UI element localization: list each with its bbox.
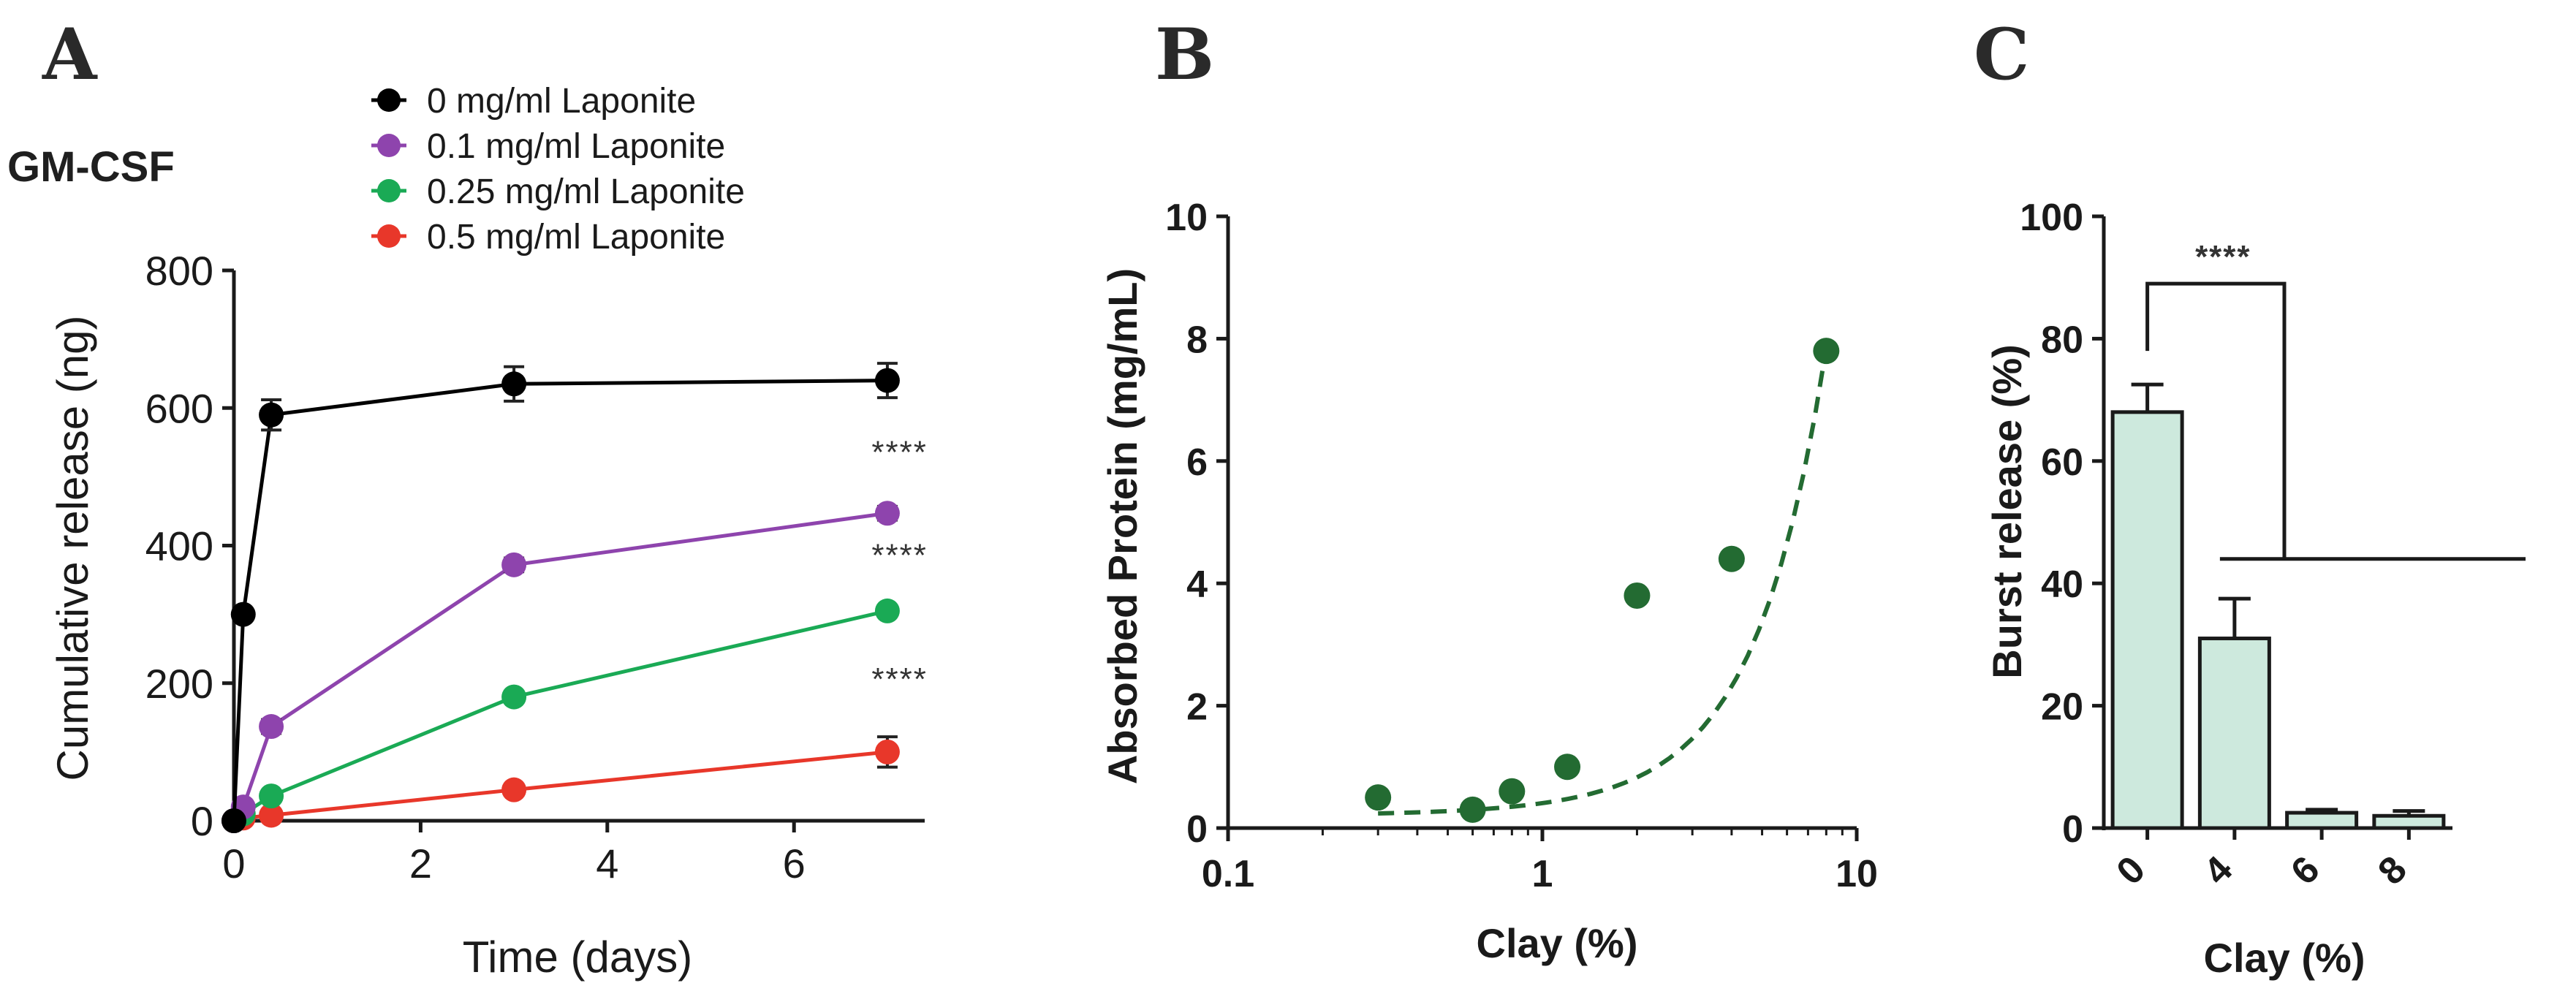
chart-a-series-line bbox=[233, 750, 888, 823]
chart-b-x-tick-label: 0.1 bbox=[1202, 853, 1254, 895]
chart-a-data-point bbox=[874, 739, 900, 764]
chart-a-y-tick-label: 600 bbox=[145, 385, 213, 431]
chart-b-y-tick-label: 4 bbox=[1186, 563, 1208, 606]
chart-c-y-tick-label: 0 bbox=[2062, 808, 2083, 851]
chart-c-bar bbox=[2285, 811, 2359, 830]
chart-c-x-tick-label: 0 bbox=[2109, 848, 2153, 892]
chart-a-data-point bbox=[259, 714, 284, 740]
chart-b-y-tick-label: 8 bbox=[1186, 319, 1208, 361]
chart-a-data-point bbox=[501, 777, 527, 802]
chart-a-legend-label: 0.5 mg/ml Laponite bbox=[427, 218, 725, 257]
chart-a-title: GM-CSF bbox=[7, 143, 175, 191]
chart-c-bar bbox=[2372, 813, 2446, 830]
chart-a-series-line bbox=[232, 511, 888, 822]
chart-a-y-tick-label: 800 bbox=[145, 248, 213, 294]
chart-a-series-line bbox=[232, 379, 887, 821]
chart-c-significance-bracket bbox=[2145, 281, 2287, 559]
chart-c-y-tick-label: 100 bbox=[2020, 197, 2083, 239]
panel-letter-b: B bbox=[1155, 13, 1214, 96]
chart-a-y-tick-label: 0 bbox=[191, 798, 213, 844]
chart-c-significance-label: **** bbox=[2195, 239, 2251, 275]
chart-a-x-tick-label: 4 bbox=[596, 840, 618, 887]
chart-b-fit-line bbox=[1378, 347, 1829, 816]
chart-c-x-tick-label: 6 bbox=[2283, 848, 2327, 892]
chart-a-significance-label: **** bbox=[871, 661, 928, 697]
chart-a-legend-marker bbox=[377, 134, 401, 157]
chart-c-y-tick-label: 40 bbox=[2041, 563, 2083, 606]
chart-b-y-tick-label: 10 bbox=[1165, 197, 1208, 239]
chart-a-x-tick-label: 2 bbox=[409, 840, 432, 887]
chart-c-x-tick-label: 8 bbox=[2370, 848, 2414, 892]
chart-a-legend-marker bbox=[377, 224, 401, 248]
chart-c-ylabel: Burst release (%) bbox=[1984, 344, 2030, 679]
chart-c-bar bbox=[2197, 637, 2271, 830]
chart-c-x-tick-label: 4 bbox=[2196, 848, 2241, 893]
chart-a-x-tick-label: 6 bbox=[783, 840, 806, 887]
chart-a-data-point bbox=[259, 802, 284, 828]
chart-b-data-point bbox=[1499, 778, 1526, 805]
chart-a-y-tick-label: 400 bbox=[145, 523, 213, 569]
chart-a-significance-label: **** bbox=[871, 538, 928, 574]
chart-b-x-tick-label: 1 bbox=[1532, 853, 1553, 895]
chart-c-y-tick-label: 80 bbox=[2041, 319, 2083, 361]
chart-a-data-point bbox=[259, 402, 284, 428]
chart-a-data-point bbox=[874, 598, 900, 623]
chart-a-legend-marker bbox=[377, 88, 401, 112]
chart-a-y-tick-label: 200 bbox=[145, 661, 213, 707]
chart-b-y-tick-label: 2 bbox=[1186, 686, 1208, 729]
chart-a-ylabel: Cumulative release (ng) bbox=[48, 316, 97, 781]
chart-a-series-line bbox=[232, 609, 888, 823]
panel-letter-c: C bbox=[1974, 13, 2029, 96]
chart-a-data-point bbox=[874, 368, 900, 393]
chart-b-data-point bbox=[1459, 796, 1486, 823]
chart-b-y-tick-label: 6 bbox=[1186, 441, 1208, 484]
chart-a-data-point bbox=[221, 808, 246, 833]
chart-a-data-point bbox=[501, 684, 527, 710]
chart-b-y-tick-label: 0 bbox=[1186, 808, 1208, 851]
chart-a-data-point bbox=[874, 501, 900, 526]
chart-b-data-point bbox=[1554, 754, 1581, 781]
chart-b: 0 2 4 6 8 10 0.1 1 10 bbox=[1165, 197, 1878, 895]
chart-a-significance-label: **** bbox=[871, 435, 928, 471]
chart-b-xlabel: Clay (%) bbox=[1477, 920, 1638, 966]
chart-a-legend-label: 0 mg/ml Laponite bbox=[427, 82, 696, 121]
chart-b-data-point bbox=[1624, 582, 1651, 609]
chart-c-xlabel: Clay (%) bbox=[2204, 935, 2365, 981]
chart-b-data-point bbox=[1365, 784, 1392, 811]
chart-c-y-tick-label: 60 bbox=[2041, 441, 2083, 484]
chart-a-data-point bbox=[501, 371, 527, 397]
panel-letter-a: A bbox=[42, 13, 98, 96]
chart-a-legend-label: 0.1 mg/ml Laponite bbox=[427, 127, 725, 166]
chart-c-y-tick-label: 20 bbox=[2041, 686, 2083, 729]
chart-a-legend-label: 0.25 mg/ml Laponite bbox=[427, 172, 745, 211]
chart-b-data-point bbox=[1813, 338, 1840, 365]
chart-c-bar bbox=[2110, 410, 2184, 830]
chart-a-x-tick-label: 0 bbox=[222, 840, 245, 887]
chart-a-data-point bbox=[501, 552, 527, 577]
chart-a-data-point bbox=[259, 783, 284, 809]
chart-b-x-tick-label: 10 bbox=[1836, 853, 1878, 895]
chart-a-data-point bbox=[230, 601, 256, 627]
chart-b-data-point bbox=[1718, 545, 1745, 572]
chart-a-legend-marker bbox=[377, 179, 401, 202]
chart-a-xlabel: Time (days) bbox=[463, 933, 692, 982]
chart-a: 0 200 400 600 800 0 2 4 6 **** **** **** 0 mg/ml Lap… bbox=[145, 82, 928, 887]
chart-b-ylabel: Absorbed Protein (mg/mL) bbox=[1099, 268, 1145, 784]
